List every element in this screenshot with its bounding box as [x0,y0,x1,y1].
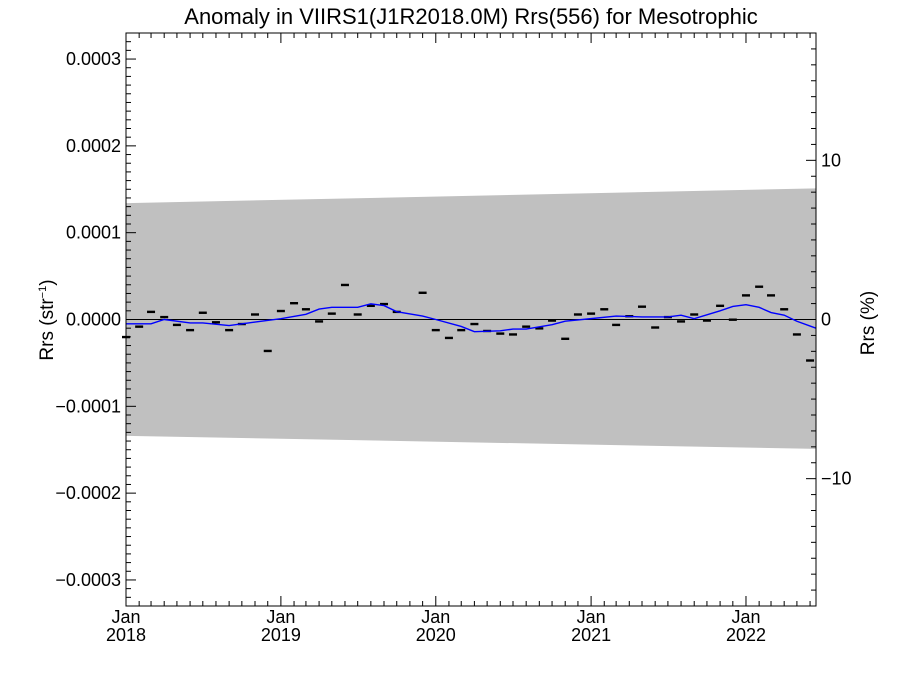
data-point [496,332,505,335]
data-point [431,328,440,332]
data-point [457,328,466,332]
data-point [172,323,181,327]
data-point [327,312,336,315]
data-point [600,308,609,311]
data-point [340,283,349,287]
x-tick-label-year: 2020 [416,625,456,645]
data-point [780,308,789,311]
data-point [548,319,557,322]
data-point [741,294,750,297]
x-tick-label-year: 2021 [571,625,611,645]
x-tick-label-month: Jan [421,607,450,627]
x-tick-label-month: Jan [731,607,760,627]
data-point [444,336,453,340]
chart-title: Anomaly in VIIRS1(J1R2018.0M) Rrs(556) f… [184,4,757,29]
data-point [198,311,207,314]
plot-area: 0.0003 0.0002 0.0001 0.0000 −0.0001 −0.0002 −0… [55,32,852,645]
x-tick-label-month: Jan [111,607,140,627]
x-tick-label-year: 2022 [726,625,766,645]
data-point [702,319,711,322]
y-tick-label: 0.0002 [66,136,121,156]
data-point [509,333,518,336]
data-point [301,308,310,311]
data-point [638,305,647,308]
x-tick-label-year: 2018 [106,625,146,645]
data-point [806,359,815,362]
data-point [535,327,544,330]
data-point [651,326,660,329]
uncertainty-band [126,188,816,449]
y-tick-label: 0.0003 [66,49,121,69]
data-point [276,309,285,313]
data-point [755,285,764,288]
y-tick-label: 0.0001 [66,223,121,243]
data-point [147,310,156,314]
data-point [677,320,686,323]
data-point [353,313,362,316]
data-point [612,323,621,327]
smoothed-line [126,303,817,333]
data-point [211,321,220,324]
y-tick-label: −0.0001 [55,396,121,416]
data-point [470,322,479,326]
data-point [290,302,299,305]
x-tick-label-month: Jan [266,607,295,627]
y-right-tick-label: 10 [821,150,841,170]
y-tick-label: −0.0002 [55,483,121,503]
x-tick-label-month: Jan [577,607,606,627]
x-tick-label-year: 2019 [261,625,301,645]
y-right-tick-label: 0 [821,310,831,330]
data-point [160,315,169,319]
data-point [135,325,144,328]
data-point [186,328,195,332]
data-point [587,312,596,315]
data-point [767,294,776,297]
data-point [263,349,272,353]
data-point [366,304,375,308]
data-point [573,313,582,316]
y-axis-left-label: Rrs (str−1) [37,279,58,360]
data-point [728,318,737,321]
data-point [522,325,531,328]
data-point [792,333,801,336]
y-tick-label: −0.0003 [55,570,121,590]
y-right-tick-label: −10 [821,469,852,489]
data-point [380,302,389,306]
data-point [418,291,427,294]
data-point [561,337,570,340]
data-point [225,328,234,332]
data-point [251,313,260,316]
data-point [716,304,725,308]
y-axis-right-label: Rrs (%) [858,291,879,355]
y-tick-label: 0.0000 [66,310,121,330]
data-point [690,313,699,316]
data-point [315,320,324,323]
